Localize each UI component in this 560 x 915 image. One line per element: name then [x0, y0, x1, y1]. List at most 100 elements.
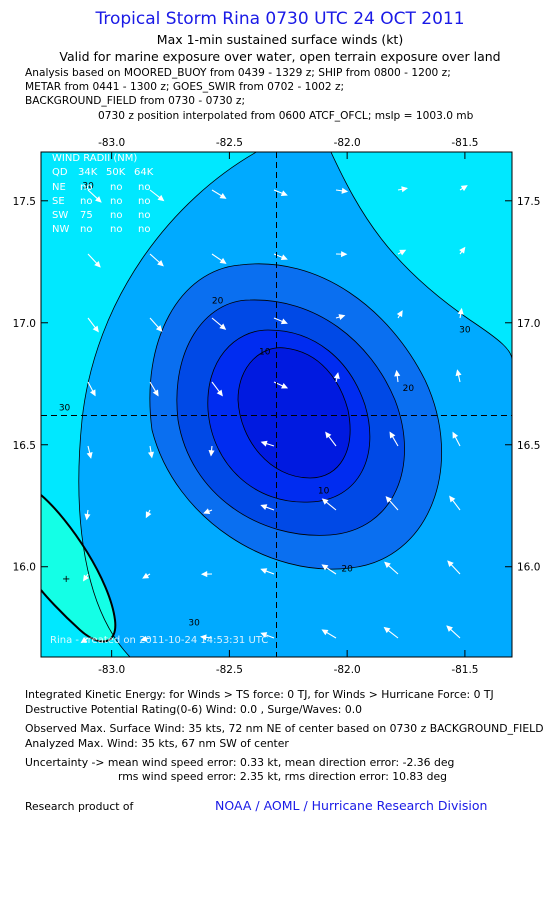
wind-radii-cell: no [80, 196, 92, 207]
wind-radii-cell: NW [52, 224, 69, 235]
wind-radii-cell: no [138, 182, 150, 193]
wind-radii-header-64k: 64K [134, 167, 154, 178]
y-tick-label-right: 17.0 [517, 318, 540, 330]
wind-arrow-head [260, 440, 268, 447]
wind-arrow-head [281, 382, 289, 389]
wind-arrow-head [280, 254, 288, 261]
wind-arrow-head [95, 196, 102, 203]
wind-arrow-head [208, 449, 215, 457]
wind-radii-cell: no [110, 224, 122, 235]
wind-radii-cell: no [80, 182, 92, 193]
wind-arrow-head [280, 318, 288, 325]
wind-arrow-head [447, 560, 454, 568]
x-tick-label-top: -82.5 [216, 137, 243, 149]
analysis-line-3: BACKGROUND_FIELD from 0730 - 0730 z; [25, 95, 246, 107]
wind-arrow-head [84, 513, 91, 521]
wind-arrow-head [401, 186, 409, 193]
x-tick-label-top: -82.0 [334, 137, 361, 149]
wind-arrow-head [152, 389, 159, 397]
uncertainty-line-1: Uncertainty -> mean wind speed error: 0.… [25, 756, 455, 769]
wind-arrow-head [155, 325, 163, 332]
wind-arrow-head [260, 568, 268, 574]
wind-arrow-head [389, 431, 396, 439]
wind-radii-cell: 75 [80, 210, 93, 221]
wind-arrow-head [219, 192, 227, 199]
wind-arrow-head [459, 246, 466, 254]
wind-arrow-head [321, 564, 329, 571]
uncertainty-line-2: rms wind speed error: 2.35 kt, rms direc… [118, 770, 447, 783]
wind-radii-table: WIND RADII (NM) QD 34K 50K 64K NE no no no S… [52, 153, 154, 235]
contour-label: 30 [82, 182, 94, 192]
wind-arrow-head [457, 307, 464, 315]
wind-arrow-head [200, 571, 208, 578]
y-tick-label-right: 16.5 [517, 440, 540, 452]
contour-line-30 [78, 152, 258, 657]
contour-label: 30 [459, 326, 471, 336]
wind-arrow-head [460, 185, 468, 192]
x-tick-label-bottom: -82.0 [334, 664, 361, 676]
wind-arrow-head [384, 561, 391, 569]
wind-radii-cell: no [80, 224, 92, 235]
wind-arrow-head [92, 325, 99, 333]
wind-arrow-head [321, 629, 329, 636]
plot-frame [40, 151, 513, 658]
wind-arrow-head [396, 310, 403, 318]
wind-arrow-head [455, 369, 462, 377]
observed-max-line: Observed Max. Surface Wind: 35 kts, 72 n… [25, 722, 544, 735]
wind-radii-header-34k: 34K [78, 167, 98, 178]
wind-arrow-head [260, 504, 268, 511]
chart-subtitle: Max 1-min sustained surface winds (kt) [156, 32, 404, 47]
contour-label: 10 [259, 347, 271, 357]
wind-radii-header-qd: QD [52, 167, 68, 178]
wind-radii-cell: no [110, 210, 122, 221]
contour-line-10 [176, 299, 405, 536]
wind-arrow-head [203, 508, 211, 515]
wind-radii-title: WIND RADII (NM) [52, 153, 137, 164]
wind-arrow-head [383, 626, 391, 634]
contour-label: 10 [318, 487, 330, 497]
wind-arrow-head [449, 495, 456, 503]
contour-line-5 [207, 329, 371, 503]
wind-radii-cell: no [110, 196, 122, 207]
y-tick-label-left: 16.0 [13, 562, 36, 574]
x-tick-label-top: -81.5 [451, 137, 478, 149]
wind-arrow-head [219, 323, 227, 330]
contour-label: 30 [59, 404, 71, 414]
wind-arrow-head [385, 496, 393, 503]
y-tick-label-left: 16.5 [13, 440, 36, 452]
contour-line-20 [149, 263, 442, 570]
creation-watermark: Rina - created on 2011-10-24 14:53:31 UT… [50, 635, 268, 646]
wind-radii-cell: no [138, 210, 150, 221]
y-tick-label-right: 16.0 [517, 562, 540, 574]
research-label: Research product of [25, 800, 134, 813]
x-tick-label-bottom: -83.0 [98, 664, 125, 676]
x-tick-label-bottom: -82.5 [216, 664, 243, 676]
wind-arrow-head [140, 635, 148, 642]
contour-line-30-east [330, 152, 512, 361]
wind-arrow-head [200, 634, 207, 641]
y-tick-label-left: 17.5 [13, 196, 36, 208]
y-tick-label-left: 17.0 [13, 318, 36, 330]
y-tick-label-right: 17.5 [517, 196, 540, 208]
contour-label: 20 [403, 384, 415, 394]
analyzed-max-line: Analyzed Max. Wind: 35 kts, 67 nm SW of … [25, 737, 289, 750]
wind-arrow-head [82, 574, 89, 582]
wind-arrow-head [142, 572, 150, 579]
wind-radii-cell: no [138, 196, 150, 207]
wind-arrow-head [260, 632, 268, 638]
wind-arrow-head [341, 187, 349, 194]
island-coastline [41, 495, 116, 642]
contour-line-1 [237, 347, 351, 479]
wind-arrow-head [216, 389, 223, 397]
wind-radii-cell: SE [52, 196, 65, 207]
wind-radii-cell: no [138, 224, 150, 235]
wind-arrow-head [321, 498, 329, 505]
position-line: 0730 z position interpolated from 0600 A… [98, 110, 474, 122]
wind-arrow-head [219, 257, 227, 264]
chart-title: Tropical Storm Rina 0730 UTC 24 OCT 2011 [95, 9, 465, 29]
noaa-aoml-link[interactable]: NOAA / AOML / Hurricane Research Divisio… [215, 798, 488, 813]
ike-line: Integrated Kinetic Energy: for Winds > T… [25, 688, 494, 701]
wind-arrow-head [147, 451, 155, 459]
analysis-line-2: METAR from 0441 - 1300 z; GOES_SWIR from… [25, 81, 345, 93]
